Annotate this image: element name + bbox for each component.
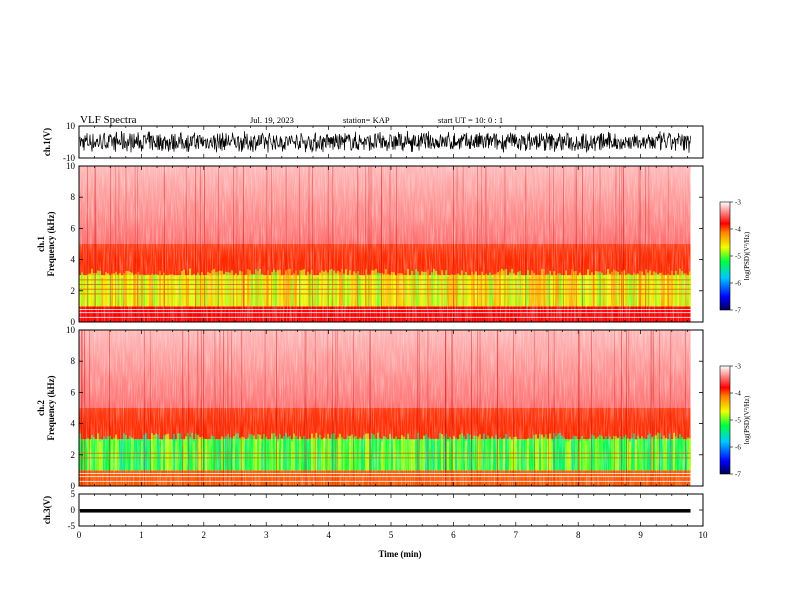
ch2-spec-ytick-label: 8	[71, 356, 76, 366]
ch2-spec-colorbar-tick-label: -6	[735, 444, 741, 452]
ch1-spec-ylabel: Frequency (kHz)	[46, 211, 56, 276]
ch1-spec-ytick-label: 6	[71, 223, 76, 233]
ch2-spec-colorbar-tick-label: -7	[735, 471, 741, 479]
x-tick-label: 7	[514, 530, 519, 540]
ch1-wave-ylabel: ch.1(V)	[42, 128, 52, 156]
figure-title: VLF Spectra	[80, 114, 137, 126]
x-tick-label: 0	[77, 530, 82, 540]
ch2-spec-ytick-label: 0	[71, 481, 76, 491]
ch3-wave-ytick-label: 5	[71, 489, 76, 499]
ch1-spec-colorbar-tick-label: -6	[735, 280, 741, 288]
ch1-spec-ytick-label: 4	[71, 255, 76, 265]
ch1-spec-colorbar-tick-label: -7	[735, 307, 741, 315]
ch2-spec-ytick-label: 6	[71, 387, 76, 397]
ch1-spec-grain	[79, 166, 691, 322]
ch3-wave-ytick-label: 0	[71, 505, 76, 515]
ch2-spec-ylabel: ch.2	[36, 400, 46, 416]
x-tick-label: 10	[699, 530, 709, 540]
ch2-spec-colorbar-tick-label: -3	[735, 363, 741, 371]
ch3-waveform-panel: 5 0 -5 ch.3(V)	[42, 489, 704, 531]
ch2-spec-colorbar-tick-label: -4	[735, 390, 741, 398]
x-tick-label: 4	[326, 530, 331, 540]
ch1-spec-ytick-label: 0	[71, 317, 76, 327]
ch1-spec-colorbar-label: log(PSD)(V²/Hz)	[743, 231, 751, 280]
x-axis-title: Time (min)	[378, 549, 421, 559]
ch2-colorbar: -3 -4 -5 -6 -7 log(PSD)(V²/Hz)	[719, 363, 751, 479]
ch2-spec-ytick-label: 10	[66, 325, 76, 335]
x-tick-label: 3	[264, 530, 269, 540]
date-label: Jul. 19, 2023	[250, 115, 294, 125]
ch2-spectrogram-panel: 0 2 4 6 8 10 ch.2 Frequency (kHz)	[36, 325, 704, 491]
ch1-spec-ytick-label: 2	[71, 286, 76, 296]
ch2-spec-image	[79, 330, 691, 486]
x-tick-label: 9	[638, 530, 643, 540]
ch1-spec-colorbar-tick-label: -4	[735, 226, 741, 234]
ch1-spec-image	[79, 166, 691, 322]
ch1-spec-colorbar-bar	[719, 201, 731, 311]
ch2-spec-ytick-label: 4	[71, 419, 76, 429]
x-tick-label: 2	[202, 530, 207, 540]
ch1-colorbar: -3 -4 -5 -6 -7 log(PSD)(V²/Hz)	[719, 199, 751, 315]
ch1-wave-ytick-label: -10	[63, 153, 75, 163]
ch1-spec-ylabel: ch.1	[36, 236, 46, 252]
ch3-wave-ylabel: ch.3(V)	[42, 496, 52, 524]
ch1-spec-colorbar-tick-label: -3	[735, 199, 741, 207]
x-tick-label: 8	[576, 530, 581, 540]
ch1-waveform-series	[79, 130, 691, 153]
ch2-spec-colorbar-bar	[719, 365, 731, 475]
start-time-label: start UT = 10: 0 : 1	[438, 115, 503, 125]
station-label: station= KAP	[343, 115, 390, 125]
ch2-spec-colorbar-tick-label: -5	[735, 417, 741, 425]
ch1-spec-ytick-label: 10	[66, 161, 76, 171]
x-tick-label: 1	[139, 530, 144, 540]
ch3-wave-ytick-label: -5	[68, 521, 76, 531]
ch1-waveform-panel: 10 -10 ch.1(V)	[42, 121, 704, 163]
ch2-spec-colorbar-label: log(PSD)(V²/Hz)	[743, 395, 751, 444]
ch1-wave-ytick-label: 10	[66, 121, 76, 131]
x-tick-label: 6	[451, 530, 456, 540]
ch2-spec-ytick-label: 2	[71, 450, 76, 460]
ch2-spec-ylabel: Frequency (kHz)	[46, 375, 56, 440]
ch1-spectrogram-panel: 0 2 4 6 8 10 ch.1 Frequency (kHz)	[36, 161, 704, 327]
time-axis: 0 1 2 3 4 5 6 7 8 9 10	[77, 530, 708, 540]
ch2-spec-grain	[79, 330, 691, 486]
ch1-spec-colorbar-tick-label: -5	[735, 253, 741, 261]
ch1-spec-ytick-label: 8	[71, 192, 76, 202]
x-tick-label: 5	[389, 530, 394, 540]
ch3-waveform-series	[80, 509, 691, 513]
